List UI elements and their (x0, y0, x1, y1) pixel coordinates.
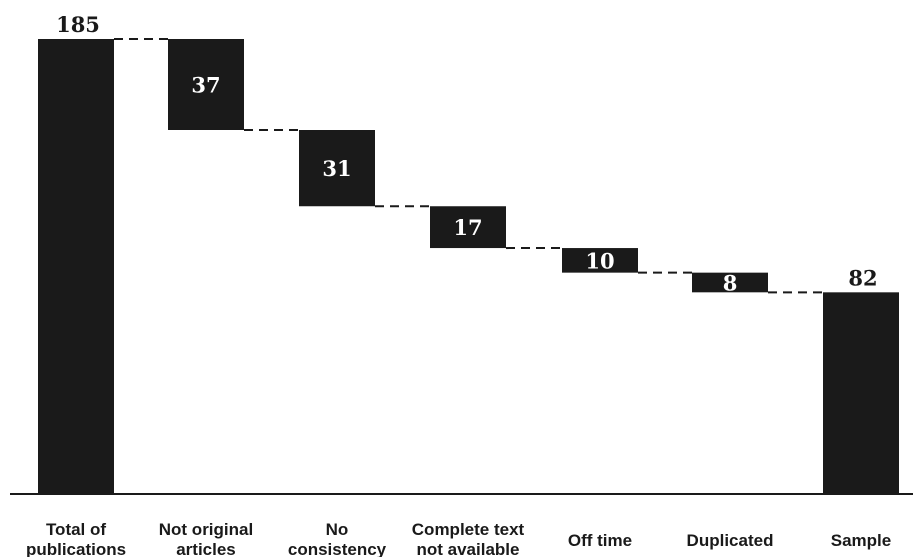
category-label-total-of-publications: Total of publications (26, 520, 126, 557)
bar-duplicated (692, 272, 768, 293)
category-label-line: Duplicated (687, 531, 774, 550)
category-labels: Total of publications Not original articles… (26, 520, 891, 557)
value-label-off-time: 10 (585, 248, 614, 273)
bar-not-original-articles (168, 39, 244, 130)
category-label-line: not available (417, 540, 520, 557)
category-label-line: Total of (46, 520, 106, 539)
value-label-no-consistency: 31 (322, 156, 351, 181)
bar-complete-text-not-available (430, 206, 506, 249)
category-label-off-time: Off time (568, 531, 632, 550)
bar-no-consistency (299, 130, 375, 207)
value-label-complete-text-not-available: 17 (453, 215, 482, 240)
category-label-line: Sample (831, 531, 891, 550)
category-label-not-original-articles: Not original articles (159, 520, 253, 557)
category-label-no-consistency: No consistency (288, 520, 387, 557)
category-label-duplicated: Duplicated (687, 531, 774, 550)
category-label-line: articles (176, 540, 236, 557)
category-label-line: Off time (568, 531, 632, 550)
bars (38, 39, 899, 494)
category-label-line: consistency (288, 540, 387, 557)
category-label-line: Not original (159, 520, 253, 539)
category-label-complete-text-not-available: Complete text not available (412, 520, 525, 557)
value-label-total-of-publications: 185 (56, 12, 100, 37)
value-labels: 185 37 31 17 10 8 82 (56, 12, 878, 295)
category-label-sample: Sample (831, 531, 891, 550)
bar-sample (823, 292, 899, 494)
value-label-sample: 82 (848, 265, 877, 290)
connector-lines (114, 38, 823, 294)
category-label-line: No (326, 520, 349, 539)
category-label-line: publications (26, 540, 126, 557)
value-label-not-original-articles: 37 (191, 73, 220, 98)
category-label-line: Complete text (412, 520, 525, 539)
value-label-duplicated: 8 (723, 270, 738, 295)
bar-total-of-publications (38, 39, 114, 494)
bar-off-time (562, 248, 638, 273)
